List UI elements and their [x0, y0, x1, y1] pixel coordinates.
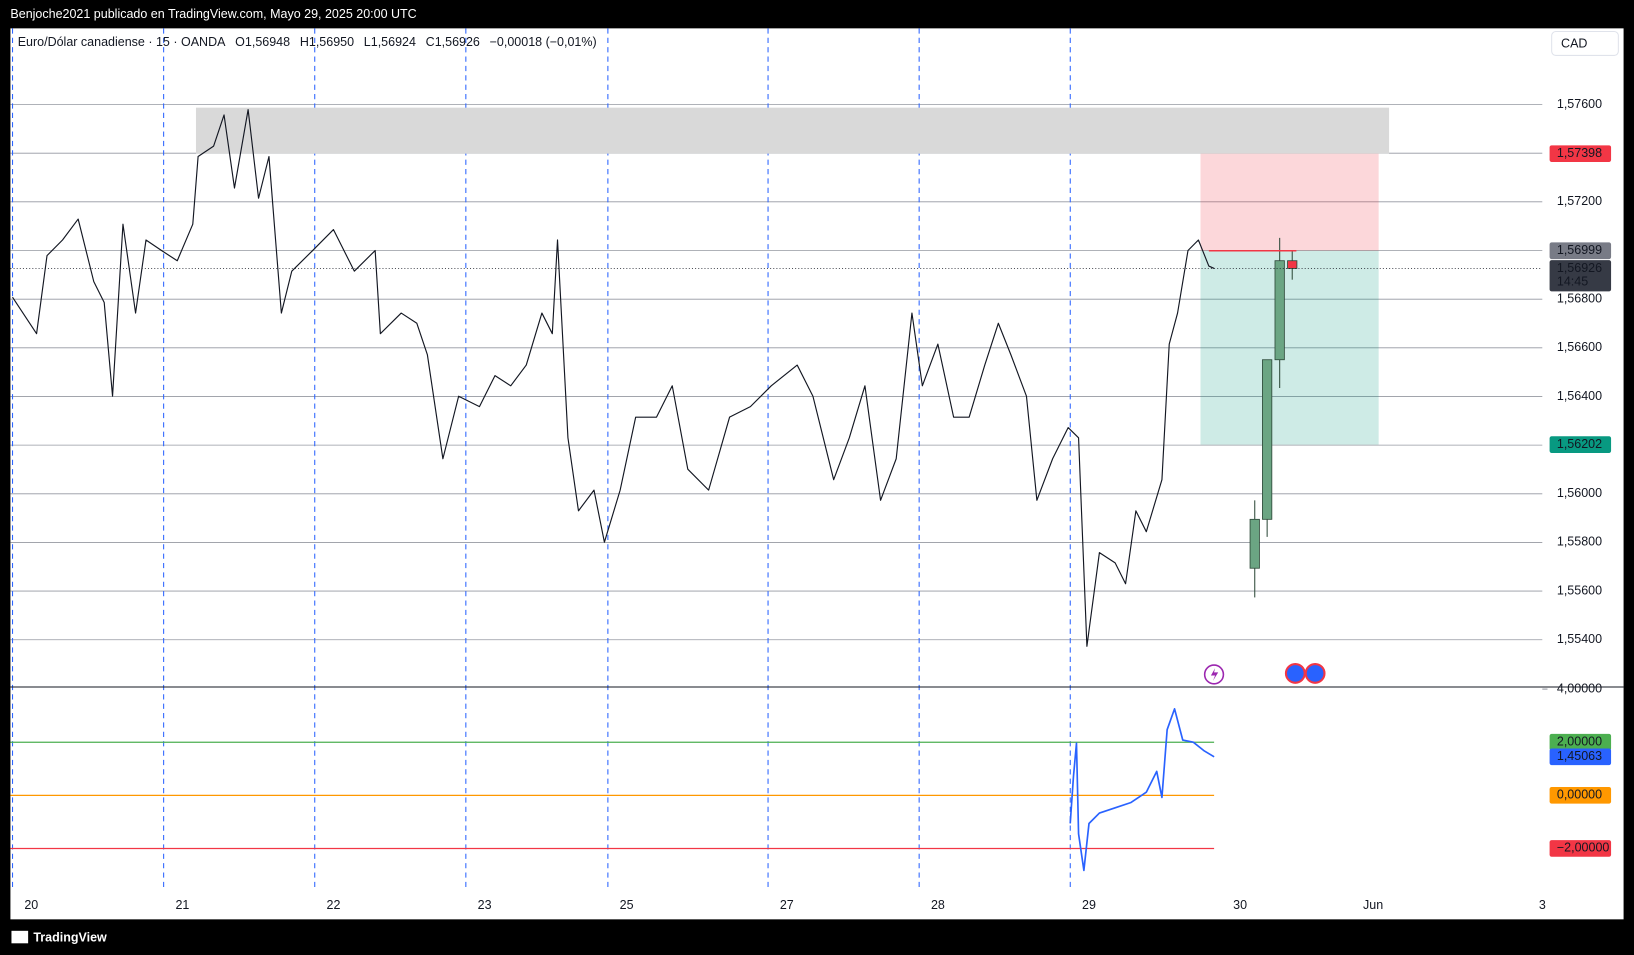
- y-tick-label: 0,00000: [1557, 788, 1602, 802]
- entry-tag: [1549, 242, 1612, 260]
- x-tick-label: 22: [327, 898, 341, 912]
- brand-logo: [11, 930, 29, 944]
- y-tick-label: 1,56800: [1557, 291, 1602, 305]
- ohlc-value: 1,56924: [371, 35, 416, 49]
- stop-tag-label: 1,57398: [1557, 146, 1602, 160]
- x-tick-label: 30: [1233, 898, 1247, 912]
- x-tick-label: 28: [931, 898, 945, 912]
- ohlc-value: 1,56950: [309, 35, 354, 49]
- target-tag: [1549, 436, 1612, 453]
- reward-area: [1200, 250, 1379, 445]
- currency-button[interactable]: [1551, 30, 1619, 56]
- overlay-layer: 4,00000 2,00000 0,00000 −2,00000 1,57398 1,56…: [1549, 145, 1612, 857]
- y-tick-label: 1,55600: [1557, 583, 1602, 597]
- risk-area: [1200, 153, 1379, 251]
- brand: TradingView: [33, 930, 107, 944]
- caption: Benjoche2021 publicado en TradingView.co…: [10, 7, 416, 21]
- y-tick-label: −2,00000: [1557, 841, 1610, 855]
- x-tick-label: 23: [478, 898, 492, 912]
- x-tick-label: Jun: [1363, 898, 1383, 912]
- stop-tag: [1549, 145, 1612, 162]
- change: −0,00018 (−0,01%): [490, 35, 597, 49]
- level-tag: [1549, 840, 1612, 857]
- y-tick-label: 1,55400: [1557, 632, 1602, 646]
- legend: Euro/Dólar canadiense · 15 · OANDA O1,56…: [18, 35, 597, 49]
- y-tick-label: 2,00000: [1557, 735, 1602, 749]
- y-tick-label: 1,55800: [1557, 535, 1602, 549]
- zone: [195, 107, 1390, 154]
- entry-tag-label: 1,56999: [1557, 243, 1602, 257]
- symbol: Euro/Dólar canadiense · 15 · OANDA: [18, 35, 226, 49]
- ohlc-value: 1,56948: [245, 35, 290, 49]
- y-tick-label: 1,56400: [1557, 389, 1602, 403]
- candle-body: [1287, 260, 1298, 269]
- ohlc-label: L: [364, 35, 371, 49]
- price-line: [12, 109, 1215, 647]
- chart-area: [10, 28, 1624, 920]
- countdown: 14:45: [1557, 274, 1588, 288]
- event-glyph: [1210, 668, 1219, 681]
- currency-label: CAD: [1561, 36, 1587, 50]
- main-layer: [10, 109, 1543, 872]
- candle-body: [1262, 359, 1273, 520]
- ohlc-value: 1,56926: [435, 35, 480, 49]
- x-tick-label: 21: [175, 898, 189, 912]
- y-tick-label: 1,57200: [1557, 194, 1602, 208]
- last-price-tag: [1549, 260, 1612, 292]
- y-tick-label: 1,57600: [1557, 97, 1602, 111]
- target-tag-label: 1,56202: [1557, 437, 1602, 451]
- indicator-label: 1,45063: [1557, 749, 1602, 763]
- indicator-tag: [1549, 748, 1612, 766]
- x-tick-label: 29: [1082, 898, 1096, 912]
- y-tick-label: 1,56000: [1557, 486, 1602, 500]
- last-price-label: 1,56926: [1557, 261, 1602, 275]
- candle-body: [1249, 518, 1260, 569]
- ohlc-label: C: [426, 35, 435, 49]
- event-icon[interactable]: [1304, 662, 1326, 684]
- level-tag: [1549, 786, 1612, 804]
- x-tick-label: 20: [24, 898, 38, 912]
- level-tag: [1549, 733, 1612, 751]
- y-tick-label: 1,56600: [1557, 340, 1602, 354]
- ohlc-label: H: [300, 35, 309, 49]
- event-icon[interactable]: [1284, 662, 1306, 684]
- candle-body: [1274, 260, 1285, 361]
- ohlc-label: O: [235, 35, 245, 49]
- x-tick-label: 3: [1539, 898, 1546, 912]
- price-line: [1069, 708, 1215, 872]
- y-tick-label: 4,00000: [1557, 681, 1602, 695]
- x-tick-label: 25: [620, 898, 634, 912]
- event-icons: [1203, 662, 1326, 685]
- background-layer: 1,554001,556001,558001,560001,562001,564…: [10, 28, 1602, 912]
- x-tick-label: 27: [780, 898, 794, 912]
